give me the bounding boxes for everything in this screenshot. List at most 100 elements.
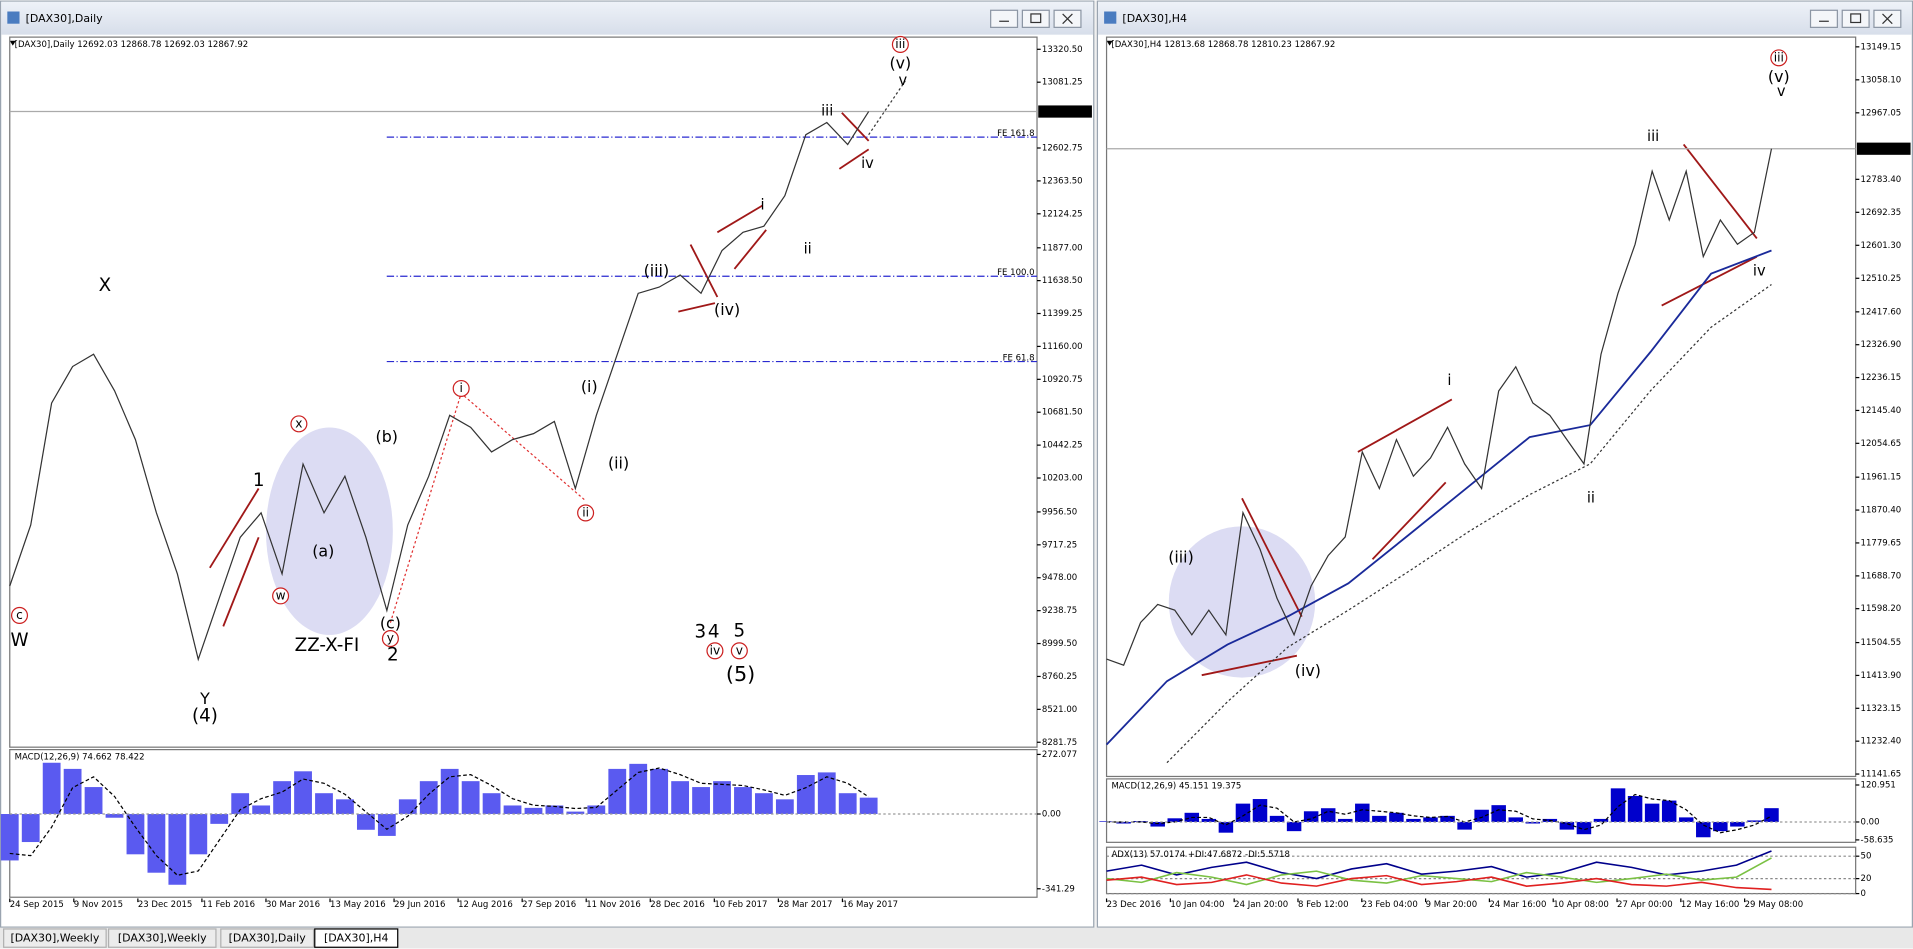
wave-label: Y (199, 689, 210, 708)
maximize-button[interactable] (1021, 9, 1050, 28)
x-tick-label: 10 Apr 08:00 (1553, 900, 1609, 910)
wave-label: (iv) (1295, 661, 1321, 680)
y-tick-label: 13058.10 (1861, 75, 1902, 85)
x-tick-label: 27 Apr 00:00 (1617, 900, 1673, 910)
y-tick-label: 11160.00 (1042, 342, 1083, 352)
y-tick-label: 0 (1861, 889, 1866, 899)
fib-label: FE 100.0 (997, 268, 1034, 278)
wave-label: (iii) (1168, 548, 1194, 567)
tab-label[interactable]: [DAX30],Weekly (10, 932, 99, 945)
macd-bar (545, 805, 564, 815)
macd-bar (1320, 808, 1336, 822)
macd-bar (1593, 818, 1609, 822)
macd-bar (1610, 788, 1626, 822)
wave-label: (v) (889, 53, 911, 72)
wave-label: iii (1774, 50, 1784, 64)
y-tick-label: 12363.50 (1042, 176, 1083, 186)
y-tick-label: 11232.40 (1861, 737, 1902, 747)
macd-bar (1150, 821, 1165, 827)
minimize-button[interactable] (1809, 9, 1838, 28)
macd-bar (1661, 800, 1677, 822)
macd-bar (1406, 818, 1421, 822)
wave-label: i (459, 381, 462, 395)
macd-bar (1576, 821, 1592, 835)
maximize-button[interactable] (1841, 9, 1870, 28)
y-tick-label: 11961.15 (1861, 473, 1902, 483)
macd-bar (21, 814, 40, 843)
y-tick-label: 272.077 (1042, 750, 1077, 760)
macd-bar (1252, 799, 1268, 822)
price-line (1106, 148, 1773, 666)
x-tick-label: 24 Sep 2015 (10, 900, 64, 910)
x-tick-label: 12 Aug 2016 (458, 900, 513, 910)
y-tick-label: 11399.25 (1042, 309, 1083, 319)
macd-bar (273, 781, 291, 815)
wave-label: (4) (192, 706, 218, 727)
macd-bar (1355, 803, 1370, 822)
wave-label: iii (821, 103, 833, 120)
tab[interactable] (3, 928, 107, 948)
x-tick-label: 28 Mar 2017 (778, 900, 832, 910)
macd-bar (1713, 821, 1728, 832)
tab[interactable] (220, 928, 315, 948)
y-tick-label: 12601.30 (1861, 241, 1902, 251)
wave-label: 2 (387, 645, 399, 666)
wave-label: 4 (708, 621, 720, 642)
y-tick-label: 8521.00 (1042, 705, 1077, 715)
macd-bar (1338, 818, 1353, 822)
macd-bar (126, 814, 145, 855)
panel-border (1105, 778, 1857, 843)
y-tick-label: 11638.50 (1042, 276, 1083, 286)
x-tick-label: 13 May 2016 (330, 900, 386, 910)
tab-label[interactable]: [DAX30],H4 (324, 932, 389, 945)
wave-label: (iv) (714, 300, 740, 319)
y-tick-label: -341.29 (1042, 884, 1075, 894)
x-tick-label: 24 Jan 20:00 (1234, 900, 1288, 910)
window-title: [DAX30],Daily (26, 12, 104, 25)
x-tick-label: 11 Feb 2016 (202, 900, 255, 910)
wave-circle (891, 35, 909, 53)
y-tick-label: 12783.40 (1861, 175, 1902, 185)
tab[interactable] (314, 928, 399, 948)
y-tick-label: 11688.70 (1861, 571, 1902, 581)
x-tick-label: 23 Feb 04:00 (1362, 900, 1418, 910)
tab[interactable] (107, 928, 217, 948)
wave-label: c (16, 608, 23, 622)
macd-bar (1764, 808, 1779, 822)
wave-circle (577, 504, 595, 522)
y-tick-label: 9956.50 (1042, 507, 1077, 517)
window-title: [DAX30],H4 (1122, 12, 1187, 25)
macd-bar (1201, 818, 1217, 822)
wave-label: ZZ-X-FI (295, 635, 360, 656)
y-tick-label: 11504.55 (1861, 638, 1902, 648)
x-tick-label: 12 May 16:00 (1681, 900, 1740, 910)
wave-label: ii (1587, 489, 1595, 506)
wave-label: iv (861, 155, 874, 172)
y-tick-label: 13149.15 (1861, 42, 1902, 52)
macd-bar (1627, 795, 1643, 822)
y-tick-label: 11413.90 (1861, 671, 1902, 681)
y-tick-label: 12692.35 (1861, 208, 1902, 218)
adx-line (1106, 850, 1772, 880)
y-tick-label: 12326.90 (1861, 340, 1902, 350)
wave-label: (v) (1768, 67, 1790, 86)
tab-label[interactable]: [DAX30],Daily (229, 932, 307, 945)
macd-bar (440, 768, 459, 815)
x-tick-label: 11 Nov 2016 (586, 900, 641, 910)
macd-bar (1491, 805, 1506, 822)
x-tick-label: 28 Dec 2016 (650, 900, 705, 910)
tab-label[interactable]: [DAX30],Weekly (118, 932, 207, 945)
macd-bar (1286, 821, 1302, 832)
x-tick-label: 10 Jan 04:00 (1170, 900, 1224, 910)
x-tick-label: 10 Feb 2017 (714, 900, 767, 910)
wave-label: W (10, 630, 28, 651)
y-tick-label: 120.951 (1861, 780, 1896, 790)
macd-bar (63, 768, 82, 815)
macd-bar (356, 814, 375, 830)
wave-circle (452, 379, 470, 398)
y-tick-label: -58.635 (1861, 835, 1894, 845)
price-tag (1038, 105, 1092, 118)
y-tick-label: 9478.00 (1042, 573, 1077, 583)
minimize-button[interactable] (990, 9, 1019, 28)
y-tick-label: 11141.65 (1861, 770, 1902, 780)
